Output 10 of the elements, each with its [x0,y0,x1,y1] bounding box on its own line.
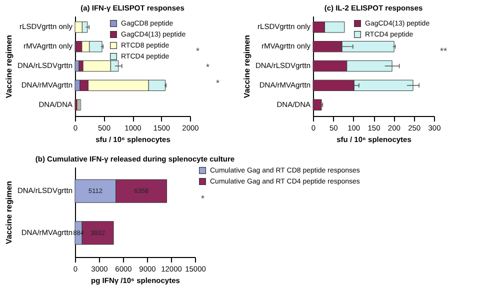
text: * [196,46,200,56]
text: ** [440,46,448,56]
text: * [216,78,220,88]
y-axis-title: Vaccine regimen [242,34,252,98]
y-axis-title: Vaccine regimen [4,34,14,98]
bar [312,99,322,110]
text: * [206,62,210,72]
text: * [201,194,205,204]
bar [74,99,78,110]
y-axis-title: Vaccine regimen [4,180,14,244]
